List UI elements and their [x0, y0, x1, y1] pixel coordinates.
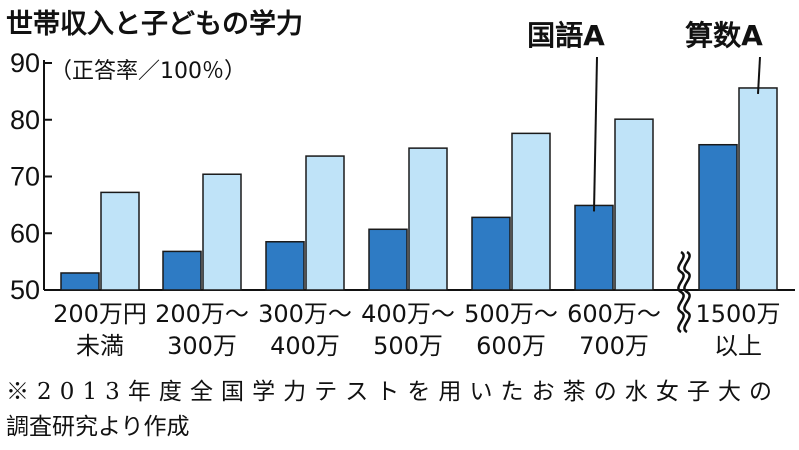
bar-kokugo-a	[60, 272, 100, 291]
y-axis-unit-label: （正答率／100％）	[50, 59, 246, 84]
bar-kokugo-a	[368, 228, 408, 291]
x-category-label: 未満	[76, 332, 124, 360]
y-tick-label: 60	[10, 218, 40, 248]
y-tick-label: 70	[10, 162, 40, 192]
x-category-label: 600万	[476, 332, 546, 360]
bar-kokugo-a	[574, 204, 614, 291]
x-category-label: 200万〜	[155, 300, 249, 328]
y-tick-label: 80	[10, 105, 40, 135]
bar-kokugo-a	[265, 241, 305, 291]
bar-kokugo-a	[698, 143, 738, 291]
bar-sansu-a	[408, 147, 448, 291]
x-category-label: 200万円	[53, 300, 147, 328]
x-category-label: 以上	[714, 332, 762, 360]
chart-title: 世帯収入と子どもの学力	[6, 8, 303, 40]
x-category-label: 400万	[270, 332, 340, 360]
axis-break-mark	[677, 250, 691, 334]
legend-label-sansu-a: 算数A	[685, 19, 763, 52]
y-axis-ticks: 50 60 70 80 90	[10, 48, 52, 305]
x-category-label: 500万	[373, 332, 443, 360]
x-category-label: 1500万	[695, 300, 780, 328]
legend-callouts: 国語A 算数A	[527, 19, 763, 212]
bar-sansu-a	[511, 132, 551, 291]
footnote-line: ※2013年度全国学力テストを用いたお茶の水女子大の	[6, 379, 772, 405]
bar-kokugo-a	[162, 250, 202, 291]
axis-break-wave	[677, 250, 685, 334]
bar-sansu-a	[614, 118, 654, 291]
bar-sansu-a	[202, 173, 242, 291]
legend-leader-line	[593, 56, 598, 212]
bar-sansu-a	[738, 87, 778, 291]
x-category-label: 600万〜	[567, 300, 661, 328]
y-tick-label: 90	[10, 48, 40, 78]
legend-leader-line	[757, 56, 761, 95]
x-category-label: 400万〜	[361, 300, 455, 328]
bar-sansu-a	[100, 191, 140, 291]
x-category-label: 700万	[579, 332, 649, 360]
axis-break-wave	[683, 250, 691, 334]
bar-sansu-a	[305, 155, 345, 291]
x-category-label: 300万〜	[258, 300, 352, 328]
bars	[60, 87, 778, 291]
y-tick-label: 50	[10, 275, 40, 305]
x-category-label: 500万〜	[464, 300, 558, 328]
bar-kokugo-a	[471, 216, 511, 291]
legend-label-kokugo-a: 国語A	[527, 19, 605, 52]
footnote-line: 調査研究より作成	[6, 414, 190, 440]
x-category-label: 300万	[167, 332, 237, 360]
